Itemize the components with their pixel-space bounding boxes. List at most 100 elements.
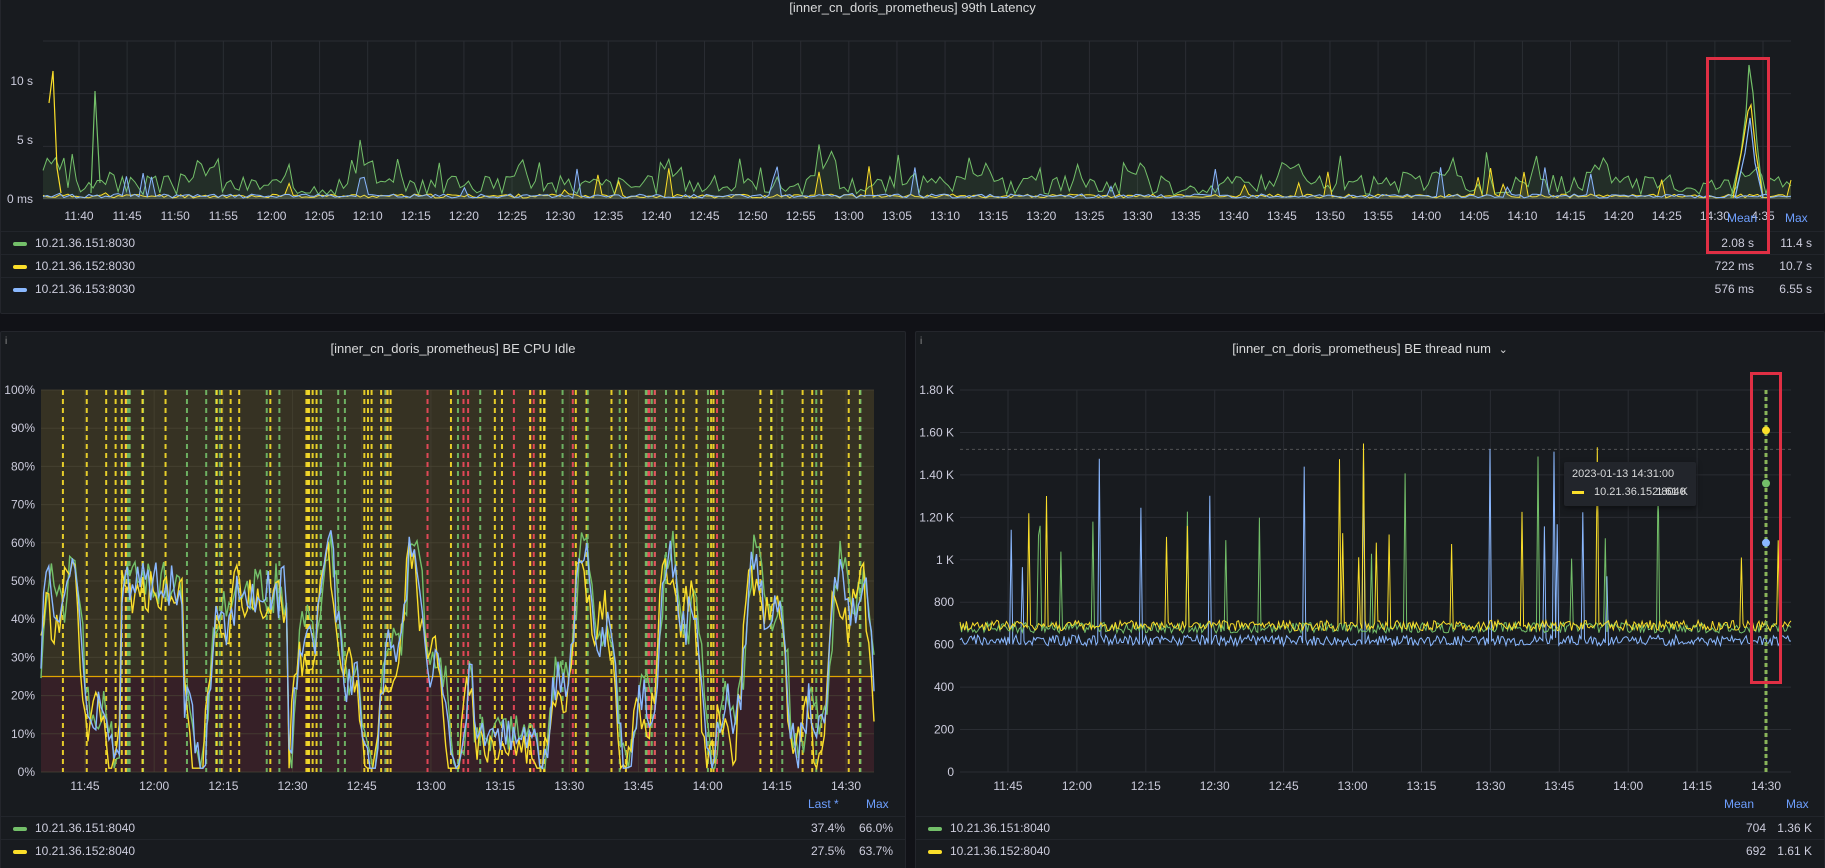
thread-num-panel: i [inner_cn_doris_prometheus] BE thread …	[915, 331, 1825, 868]
legend-value-max: 10.7 s	[1779, 259, 1812, 273]
y-tick-label: 800	[934, 595, 954, 609]
legend-value-max: 11.4 s	[1780, 236, 1812, 250]
legend-value-mean: 722 ms	[1714, 259, 1754, 273]
x-tick-label: 13:15	[1406, 779, 1436, 793]
x-tick-label: 13:10	[930, 209, 960, 223]
legend-value-max: 66.0%	[858, 821, 893, 835]
legend-series-name[interactable]: 10.21.36.151:8030	[35, 236, 136, 250]
legend-series-name[interactable]: 10.21.36.152:8040	[950, 844, 1051, 858]
series-151-early-spike	[90, 90, 101, 194]
series-153-line	[959, 448, 1792, 648]
cpu-idle-panel-title[interactable]: [inner_cn_doris_prometheus] BE CPU Idle	[330, 341, 576, 356]
thread-legend-mean-header[interactable]: Mean	[1724, 797, 1755, 811]
y-tick-label: 90%	[11, 421, 35, 435]
legend-value-max: 63.7%	[858, 844, 893, 858]
latency-legend-mean-header[interactable]: Mean	[1727, 211, 1758, 225]
x-tick-label: 14:25	[1652, 209, 1682, 223]
x-tick-label: 13:35	[1171, 209, 1201, 223]
x-tick-label: 14:15	[1556, 209, 1586, 223]
x-tick-label: 12:20	[449, 209, 479, 223]
thread-highlight-box	[1750, 372, 1782, 684]
tooltip-row: 10.21.36.152:8040 1.61 K	[1572, 486, 1688, 500]
legend-row[interactable]: 10.21.36.152:8040 692 1.61 K	[916, 839, 1824, 862]
x-tick-label: 11:45	[113, 209, 142, 223]
tooltip-time: 2023-01-13 14:31:00	[1572, 468, 1675, 480]
legend-swatch	[13, 288, 27, 292]
x-tick-label: 11:45	[70, 779, 99, 793]
latency-panel: [inner_cn_doris_prometheus] 99th Latency…	[0, 0, 1825, 314]
x-tick-label: 13:45	[1267, 209, 1297, 223]
x-tick-label: 11:45	[993, 779, 1022, 793]
info-icon[interactable]: i	[5, 336, 8, 347]
x-tick-label: 12:50	[738, 209, 768, 223]
cpu-legend-max-header[interactable]: Max	[866, 797, 889, 811]
legend-series-name[interactable]: 10.21.36.152:8030	[35, 259, 136, 273]
legend-series-name[interactable]: 10.21.36.151:8040	[35, 821, 136, 835]
x-tick-label: 12:30	[278, 779, 308, 793]
cpu-legend-last-header[interactable]: Last *	[808, 797, 839, 811]
info-icon[interactable]: i	[920, 336, 923, 347]
x-tick-label: 12:30	[1200, 779, 1230, 793]
legend-series-name[interactable]: 10.21.36.152:8040	[35, 844, 136, 858]
legend-series-name[interactable]: 10.21.36.151:8040	[950, 821, 1051, 835]
legend-swatch	[13, 242, 27, 246]
x-tick-label: 12:00	[256, 209, 286, 223]
x-tick-label: 13:30	[1122, 209, 1152, 223]
x-tick-label: 14:15	[762, 779, 792, 793]
cpu-idle-chart[interactable]: 100% 90% 80% 70% 60% 50% 40% 30% 20% 10% 0% 11:45 12…	[1, 332, 906, 868]
x-tick-label: 13:00	[1338, 779, 1368, 793]
y-tick-label: 600	[934, 638, 954, 652]
legend-row[interactable]: 10.21.36.151:8040 704 1.36 K	[916, 816, 1824, 839]
x-tick-label: 13:15	[485, 779, 515, 793]
x-tick-label: 13:05	[882, 209, 912, 223]
x-tick-label: 13:50	[1315, 209, 1345, 223]
y-tick-label: 20%	[11, 689, 35, 703]
legend-value-mean: 2.08 s	[1721, 236, 1754, 250]
legend-row[interactable]: 10.21.36.151:8030 2.08 s 11.4 s	[1, 231, 1824, 254]
legend-row[interactable]: 10.21.36.151:8040 37.4% 66.0%	[1, 816, 905, 839]
y-tick-label: 1.20 K	[919, 510, 954, 524]
x-tick-label: 13:25	[1074, 209, 1104, 223]
series-153-spike	[1734, 117, 1764, 199]
legend-row[interactable]: 10.21.36.152:8040 27.5% 63.7%	[1, 839, 905, 862]
legend-row[interactable]: 10.21.36.153:8030 576 ms 6.55 s	[1, 277, 1824, 300]
x-tick-label: 14:30	[831, 779, 861, 793]
tooltip-series-name: 10.21.36.152:8040	[1594, 486, 1686, 498]
x-tick-label: 14:10	[1507, 209, 1537, 223]
series-153-line	[42, 166, 1792, 199]
legend-value-mean: 704	[1745, 821, 1766, 835]
legend-value-max: 6.55 s	[1779, 282, 1812, 296]
thread-num-panel-title[interactable]: [inner_cn_doris_prometheus] BE thread nu…	[916, 341, 1824, 356]
thread-num-chart[interactable]: 1.80 K 1.60 K 1.40 K 1.20 K 1 K 800 600 400 200 0…	[916, 332, 1825, 868]
y-tick-label: 1 K	[936, 553, 954, 567]
x-tick-label: 13:30	[1475, 779, 1505, 793]
series-152-early-spike	[48, 70, 62, 194]
y-tick-label: 30%	[11, 650, 35, 664]
x-tick-label: 12:00	[139, 779, 169, 793]
latency-panel-title[interactable]: [inner_cn_doris_prometheus] 99th Latency	[789, 0, 1036, 15]
hover-point-151	[1762, 479, 1770, 488]
legend-row[interactable]: 10.21.36.152:8030 722 ms 10.7 s	[1, 254, 1824, 277]
x-tick-label: 11:55	[209, 209, 238, 223]
y-tick-label: 200	[934, 723, 954, 737]
latency-chart[interactable]: 10 s 5 s 0 ms 11:40 11:45 11:50 11:55 12:00 12:0…	[1, 0, 1825, 314]
x-tick-label: 13:15	[978, 209, 1008, 223]
chevron-down-icon[interactable]: ⌄	[1498, 344, 1508, 356]
legend-value-max: 1.36 K	[1777, 821, 1812, 835]
latency-legend-max-header[interactable]: Max	[1785, 211, 1808, 225]
hover-point-153	[1762, 538, 1770, 547]
x-tick-label: 14:15	[1682, 779, 1712, 793]
legend-series-name[interactable]: 10.21.36.153:8030	[35, 282, 136, 296]
tooltip-series-value: 1.61 K	[1656, 486, 1688, 498]
legend-value-mean: 692	[1745, 844, 1766, 858]
thread-legend-max-header[interactable]: Max	[1786, 797, 1809, 811]
x-tick-label: 12:45	[689, 209, 719, 223]
x-tick-label: 13:30	[554, 779, 584, 793]
tooltip-series-swatch	[1572, 491, 1584, 494]
x-tick-label: 12:40	[641, 209, 671, 223]
y-tick-label: 70%	[11, 498, 35, 512]
y-tick-label: 0	[947, 765, 954, 779]
series-153-line	[40, 530, 875, 770]
x-tick-label: 14:30	[1751, 779, 1781, 793]
y-tick-label: 0 ms	[7, 192, 33, 206]
